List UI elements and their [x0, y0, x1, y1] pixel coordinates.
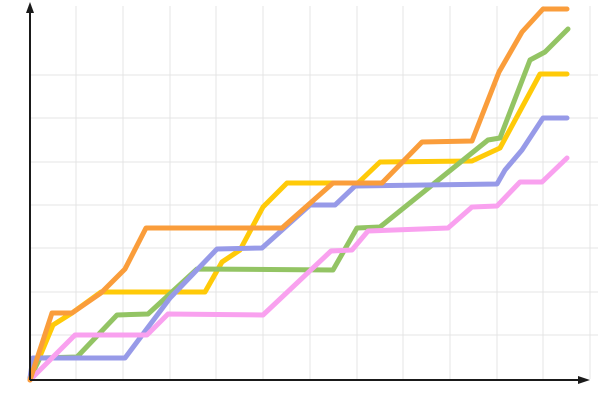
x-axis-arrow-icon — [578, 376, 590, 384]
series-line-pink — [27, 155, 570, 383]
y-axis-arrow-icon — [26, 2, 34, 13]
series-line-orange — [27, 6, 570, 383]
series-line-purple — [27, 115, 570, 381]
